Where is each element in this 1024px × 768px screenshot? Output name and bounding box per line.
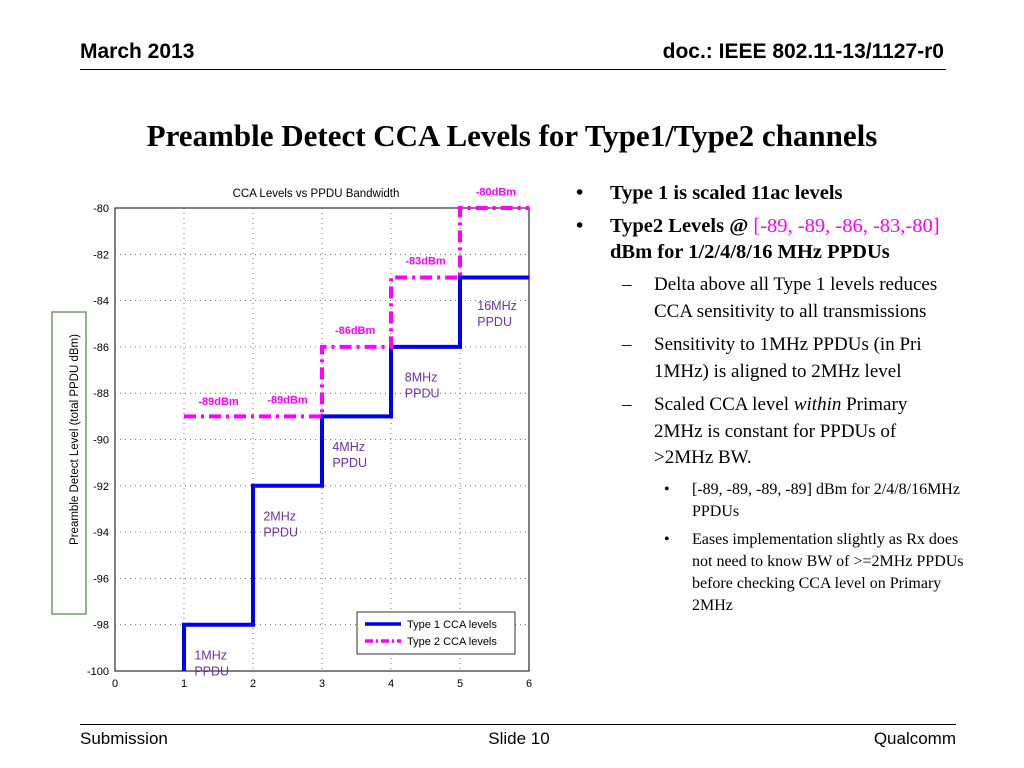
level-annotation: -80dBm — [476, 186, 517, 198]
annotation-line: -80dBm — [476, 186, 517, 198]
bullet-type2-pre: Type2 Levels @ — [610, 215, 754, 237]
header-date: March 2013 — [80, 40, 195, 63]
y-tick-label: -92 — [93, 481, 109, 493]
bullet-type1-text: Type 1 is scaled 11ac levels — [610, 182, 843, 204]
subbullet-sensitivity-text: Sensitivity to 1MHz PPDUs (in Pri 1MHz) … — [654, 334, 922, 382]
annotation-line: -89dBm — [267, 395, 308, 407]
ylabel-box — [51, 311, 87, 615]
ppdu-annotation: 2MHz PPDU — [263, 510, 298, 540]
annotation-line: PPDU — [263, 526, 298, 540]
series-type1-line — [182, 275, 529, 671]
x-tick-label: 2 — [250, 678, 256, 690]
legend-label: Type 1 CCA levels — [407, 619, 497, 631]
subsub-eases-text: Eases implementation slightly as Rx does… — [692, 530, 964, 614]
subbullet-sensitivity: – Sensitivity to 1MHz PPDUs (in Pri 1MHz)… — [566, 332, 954, 385]
subbullet-scaled: – Scaled CCA level within Primary 2MHz is… — [566, 392, 954, 472]
x-tick-label: 6 — [526, 678, 532, 690]
subbullet-delta: – Delta above all Type 1 levels reduces C… — [566, 272, 954, 325]
y-tick-label: -82 — [93, 249, 109, 261]
x-tick-label: 4 — [388, 678, 394, 690]
ppdu-annotation: 4MHz PPDU — [332, 440, 367, 470]
ppdu-annotation: 16MHz PPDU — [477, 299, 517, 329]
chart-title: CCA Levels vs PPDU Bandwidth — [233, 188, 400, 200]
bullet-list: • Type 1 is scaled 11ac levels • Type2 Lev… — [566, 180, 976, 623]
bullet-type2-post: dBm for 1/2/4/8/16 MHz PPDUs — [610, 241, 890, 263]
subbullet-scaled-italic: within — [793, 394, 842, 415]
legend-label: Type 2 CCA levels — [407, 636, 497, 648]
x-tick-label: 1 — [181, 678, 187, 690]
dash-marker: – — [622, 334, 632, 355]
footer-slide-number: Slide 10 — [488, 729, 550, 748]
subsub-levels: • [-89, -89, -89, -89] dBm for 2/4/8/16MH… — [566, 479, 967, 523]
header-doc-id: doc.: IEEE 802.11-13/1127-r0 — [662, 40, 944, 63]
bullet-marker: • — [664, 530, 670, 548]
bullet-type2: • Type2 Levels @ [-89, -89, -86, -83,-80]… — [566, 213, 976, 265]
level-annotation: -83dBm — [405, 256, 446, 268]
y-tick-label: -84 — [93, 296, 109, 308]
annotation-line: -83dBm — [405, 256, 446, 268]
footer-rule — [80, 724, 956, 725]
annotation-line: 8MHz — [405, 371, 438, 385]
y-axis-label: Preamble Detect Level (total PPDU dBm) — [69, 334, 81, 545]
slide-title: Preamble Detect CCA Levels for Type1/Typ… — [146, 118, 878, 153]
level-annotation: -89dBm — [198, 396, 239, 408]
legend-box — [356, 611, 516, 655]
y-tick-label: -94 — [93, 527, 109, 539]
subbullet-scaled-post: Primary 2MHz is constant for PPDUs of >2… — [654, 394, 908, 468]
series-type2-line — [184, 206, 529, 419]
annotation-line: PPDU — [194, 664, 229, 678]
annotation-line: 2MHz — [263, 510, 296, 524]
annotation-line: PPDU — [477, 315, 512, 329]
ppdu-annotation: 8MHz PPDU — [405, 371, 440, 401]
bullet-marker: • — [576, 182, 584, 204]
y-tick-label: -98 — [93, 620, 109, 632]
annotation-line: -86dBm — [335, 325, 376, 337]
x-tick-label: 3 — [319, 678, 325, 690]
y-tick-label: -100 — [87, 666, 109, 678]
bullet-type1: • Type 1 is scaled 11ac levels — [566, 180, 976, 206]
ppdu-annotation: 1MHz PPDU — [194, 648, 229, 678]
annotation-line: PPDU — [332, 456, 367, 470]
dash-marker: – — [622, 394, 632, 415]
y-tick-label: -80 — [93, 203, 109, 215]
footer-company: Qualcomm — [873, 729, 956, 748]
cca-chart: 0 1 2 3 4 5 6 -80 -82 -84 -86 -88 -90 -92 -94 -96 -98 -10… — [51, 186, 532, 690]
y-tick-label: -86 — [93, 342, 109, 354]
annotation-line: 16MHz — [477, 299, 517, 313]
subsub-eases: • Eases implementation slightly as Rx doe… — [566, 529, 967, 617]
x-tick-label: 5 — [457, 678, 463, 690]
y-tick-label: -96 — [93, 573, 109, 585]
bullet-marker: • — [664, 480, 670, 498]
annotation-line: PPDU — [405, 387, 440, 401]
annotation-line: 1MHz — [194, 648, 227, 662]
y-tick-label: -90 — [93, 435, 109, 447]
y-tick-label: -88 — [93, 388, 109, 400]
bullet-type2-levels: [-89, -89, -86, -83,-80] — [753, 215, 940, 237]
subbullet-delta-text: Delta above all Type 1 levels reduces CC… — [654, 274, 938, 322]
bullet-marker: • — [576, 215, 584, 237]
subsub-levels-text: [-89, -89, -89, -89] dBm for 2/4/8/16MHz… — [692, 480, 960, 520]
level-annotation: -86dBm — [335, 325, 376, 337]
subbullet-scaled-pre: Scaled CCA level — [654, 394, 794, 415]
header-rule — [80, 69, 946, 70]
level-annotation: -89dBm — [267, 395, 308, 407]
footer-submission: Submission — [80, 729, 168, 748]
annotation-line: 4MHz — [332, 440, 365, 454]
annotation-line: -89dBm — [198, 396, 239, 408]
x-tick-label: 0 — [112, 678, 118, 690]
dash-marker: – — [622, 274, 632, 295]
